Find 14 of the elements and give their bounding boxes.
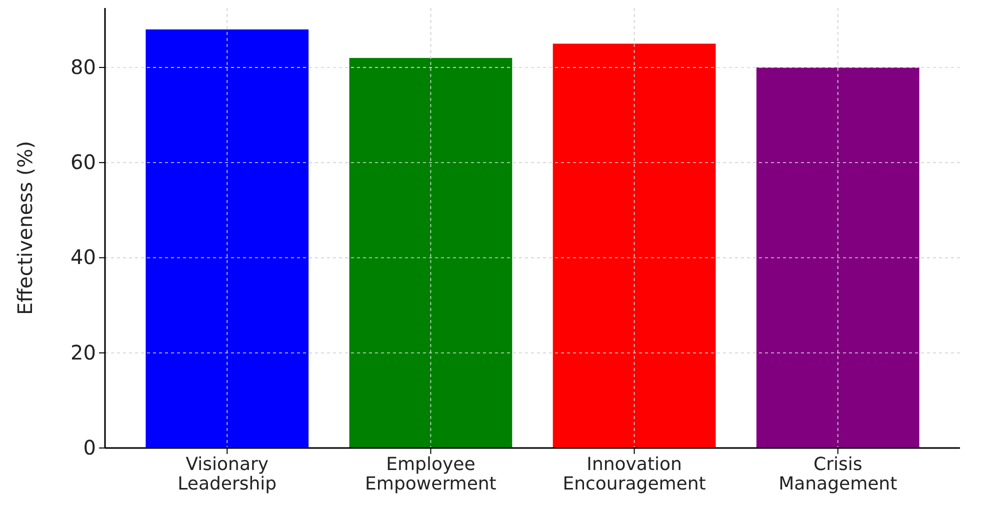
- x-tick-label: Employee Empowerment: [365, 454, 496, 495]
- y-tick-label: 80: [70, 54, 96, 79]
- y-axis-title: Effectiveness (%): [13, 140, 37, 316]
- y-tick-label: 60: [70, 150, 96, 174]
- x-tick-label: Crisis Management: [778, 454, 898, 495]
- x-tick-label: Visionary Leadership: [178, 454, 277, 495]
- x-tick-label: Innovation Encouragement: [562, 454, 706, 495]
- bar: [552, 44, 716, 448]
- y-tick-label: 0: [83, 435, 96, 460]
- y-tick-label: 20: [70, 340, 96, 364]
- bar: [349, 58, 512, 448]
- bar: [146, 29, 309, 448]
- y-tick-label: 40: [70, 245, 96, 270]
- bar: [756, 67, 920, 448]
